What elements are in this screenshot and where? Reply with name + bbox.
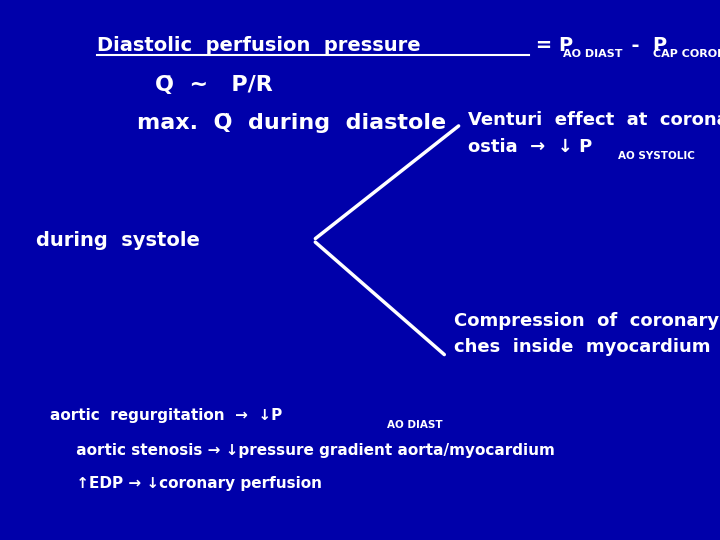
Text: = P: = P	[529, 36, 573, 56]
Text: max.  Q̇  during  diastole: max. Q̇ during diastole	[137, 113, 446, 133]
Text: during  systole: during systole	[36, 231, 200, 250]
Text: CAP CORON: CAP CORON	[653, 49, 720, 59]
Text: Venturi  effect  at  coronary: Venturi effect at coronary	[468, 111, 720, 129]
Text: ↑EDP → ↓coronary perfusion: ↑EDP → ↓coronary perfusion	[50, 476, 323, 491]
Text: Q̇  ~   P/R: Q̇ ~ P/R	[155, 75, 273, 95]
Text: AO DIAST: AO DIAST	[563, 49, 623, 59]
Text: aortic  regurgitation  →  ↓P: aortic regurgitation → ↓P	[50, 408, 283, 423]
Text: AO DIAST: AO DIAST	[387, 420, 443, 430]
Text: Diastolic  perfusion  pressure: Diastolic perfusion pressure	[97, 36, 420, 56]
Text: ostia  →  ↓ P: ostia → ↓ P	[468, 138, 593, 156]
Text: -  P: - P	[618, 36, 667, 56]
Text: AO SYSTOLIC: AO SYSTOLIC	[618, 151, 695, 160]
Text: ches  inside  myocardium: ches inside myocardium	[454, 338, 710, 356]
Text: Compression  of  coronary  bran-: Compression of coronary bran-	[454, 312, 720, 330]
Text: aortic stenosis → ↓pressure gradient aorta/myocardium: aortic stenosis → ↓pressure gradient aor…	[50, 443, 555, 458]
